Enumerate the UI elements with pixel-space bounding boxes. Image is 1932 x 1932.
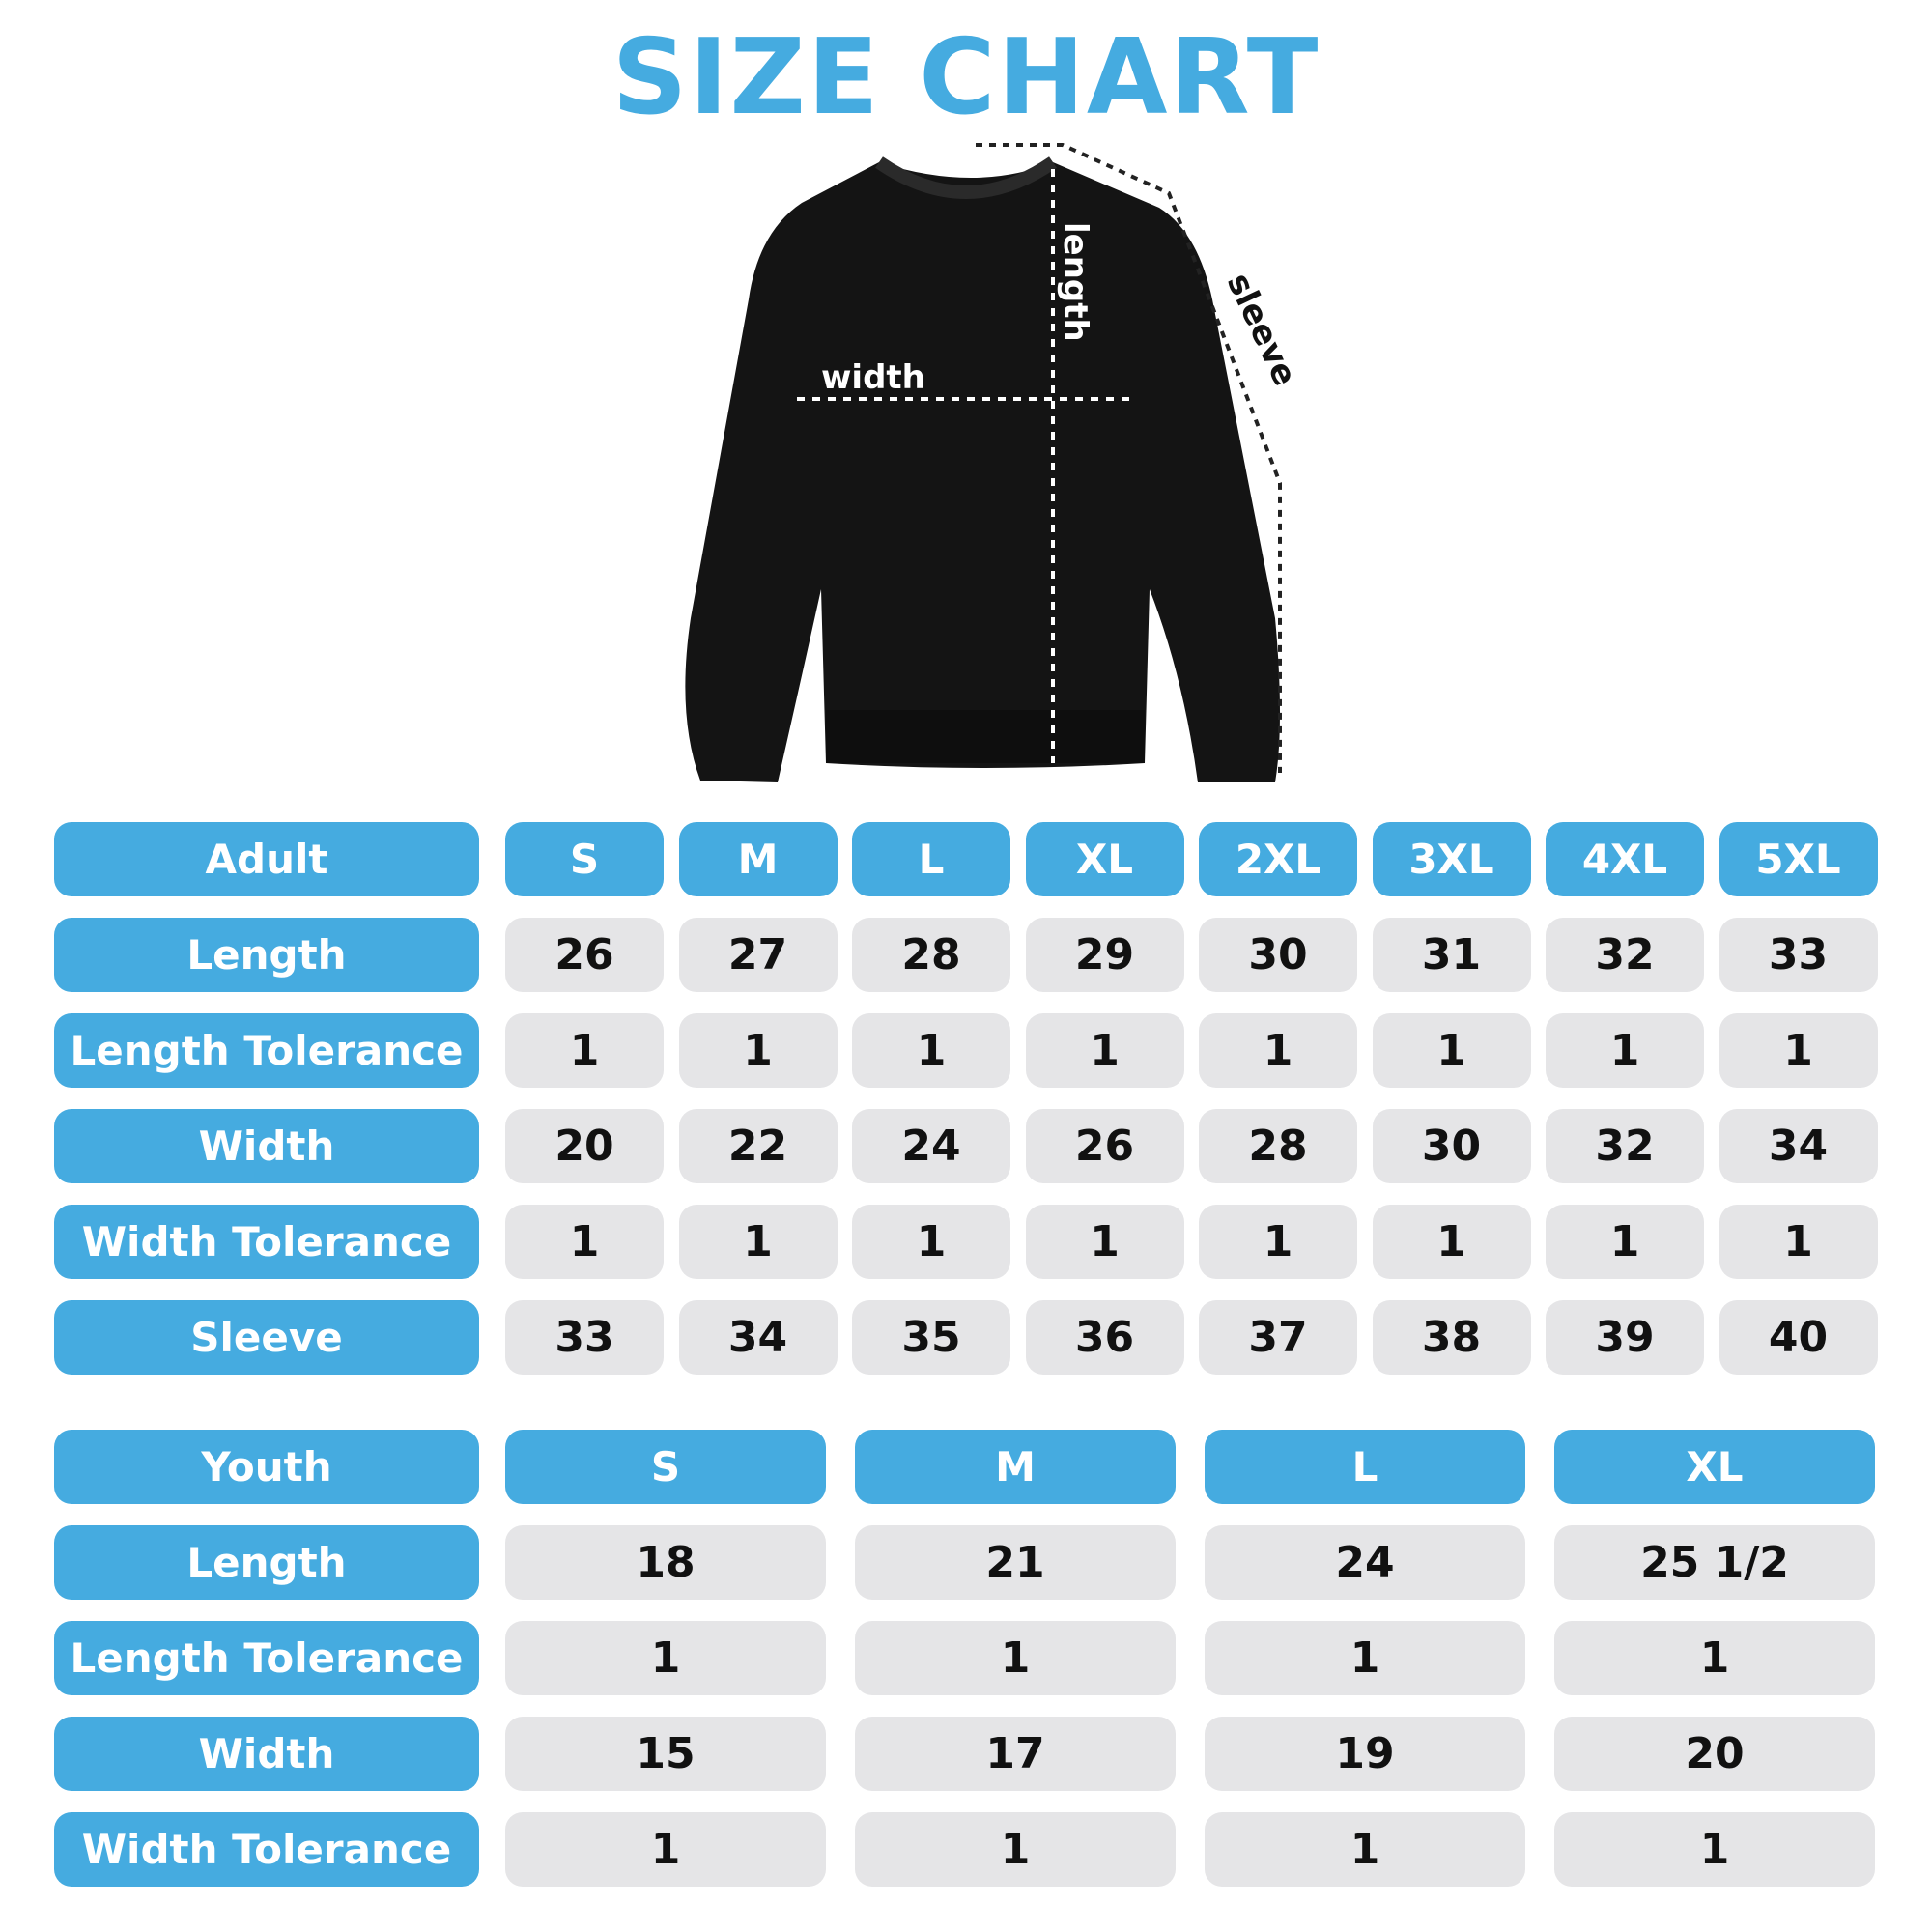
adult-table-cell: 1 [1546,1205,1704,1279]
youth-table-cell: 19 [1205,1717,1525,1791]
adult-size-header: 3XL [1372,822,1531,896]
adult-table-cell: 1 [1546,1013,1704,1088]
youth-table-cell: 1 [505,1812,826,1887]
adult-table-cell: 1 [852,1013,1010,1088]
youth-row-label: Length [54,1525,479,1600]
youth-table-cell: 15 [505,1717,826,1791]
width-label: width [821,358,925,397]
youth-table-cell: 25 1/2 [1554,1525,1875,1600]
adult-table-cell: 30 [1372,1109,1531,1183]
sweatshirt-diagram: width length sleeve [685,143,1304,782]
adult-row-label: Sleeve [54,1300,479,1375]
sweatshirt-image [685,162,1280,782]
adult-table-cell: 29 [1025,918,1184,992]
adult-table-cell: 39 [1546,1300,1704,1375]
adult-table-cell: 20 [505,1109,664,1183]
adult-table-cell: 31 [1372,918,1531,992]
adult-row-label: Width Tolerance [54,1205,479,1279]
adult-table-cell: 32 [1546,1109,1704,1183]
adult-table-cell: 1 [852,1205,1010,1279]
adult-table-cell: 1 [1025,1013,1184,1088]
adult-table-cell: 22 [678,1109,838,1183]
adult-table-cell: 1 [505,1013,664,1088]
youth-table-cell: 21 [855,1525,1176,1600]
adult-table-cell: 26 [505,918,664,992]
adult-table-cell: 32 [1546,918,1704,992]
adult-table-cell: 28 [852,918,1010,992]
adult-table-cell: 1 [1199,1205,1357,1279]
youth-table-cell: 1 [855,1621,1176,1695]
youth-row-label: Width [54,1717,479,1791]
adult-size-header: S [505,822,664,896]
adult-table-cell: 30 [1199,918,1357,992]
adult-table-cell: 27 [678,918,838,992]
adult-header-label: Adult [54,822,479,896]
youth-row-label: Length Tolerance [54,1621,479,1695]
sleeve-line [976,143,1282,773]
adult-table-cell: 34 [1719,1109,1878,1183]
adult-table-cell: 37 [1199,1300,1357,1375]
youth-size-header: S [505,1430,826,1504]
adult-table-cell: 33 [1719,918,1878,992]
youth-size-header: L [1205,1430,1525,1504]
adult-table-cell: 1 [678,1205,838,1279]
page-title: SIZE CHART [611,17,1321,138]
youth-table-cell: 1 [1554,1812,1875,1887]
youth-table-cell: 1 [1205,1621,1525,1695]
adult-table-cell: 28 [1199,1109,1357,1183]
adult-table-cell: 38 [1372,1300,1531,1375]
youth-table-cell: 1 [1205,1812,1525,1887]
adult-table-cell: 1 [1372,1205,1531,1279]
adult-row-label: Length Tolerance [54,1013,479,1088]
collar [875,156,1057,199]
youth-header-label: Youth [54,1430,479,1504]
youth-table-cell: 20 [1554,1717,1875,1791]
adult-table-cell: 1 [678,1013,838,1088]
adult-table-cell: 36 [1025,1300,1184,1375]
waistband [826,710,1145,763]
adult-table-cell: 1 [1199,1013,1357,1088]
adult-table-cell: 1 [1372,1013,1531,1088]
adult-table-cell: 1 [1719,1013,1878,1088]
youth-table-cell: 18 [505,1525,826,1600]
adult-size-header: L [852,822,1010,896]
youth-row-label: Width Tolerance [54,1812,479,1887]
youth-size-header: M [855,1430,1176,1504]
youth-table-cell: 17 [855,1717,1176,1791]
adult-size-header: 2XL [1199,822,1357,896]
youth-table-cell: 1 [505,1621,826,1695]
adult-row-label: Length [54,918,479,992]
adult-table-cell: 1 [1719,1205,1878,1279]
adult-table-cell: 26 [1025,1109,1184,1183]
adult-table-cell: 35 [852,1300,1010,1375]
adult-table-cell: 24 [852,1109,1010,1183]
adult-size-header: XL [1025,822,1184,896]
adult-size-header: M [678,822,838,896]
youth-size-header: XL [1554,1430,1875,1504]
adult-table-cell: 1 [1025,1205,1184,1279]
length-label: length [1056,222,1094,342]
adult-size-header: 4XL [1546,822,1704,896]
adult-table-cell: 1 [505,1205,664,1279]
sleeve-label: sleeve [1219,268,1304,392]
adult-table-cell: 34 [678,1300,838,1375]
youth-table-cell: 24 [1205,1525,1525,1600]
adult-table-cell: 40 [1719,1300,1878,1375]
adult-size-header: 5XL [1719,822,1878,896]
adult-row-label: Width [54,1109,479,1183]
adult-table-cell: 33 [505,1300,664,1375]
youth-table-cell: 1 [1554,1621,1875,1695]
youth-table-cell: 1 [855,1812,1176,1887]
